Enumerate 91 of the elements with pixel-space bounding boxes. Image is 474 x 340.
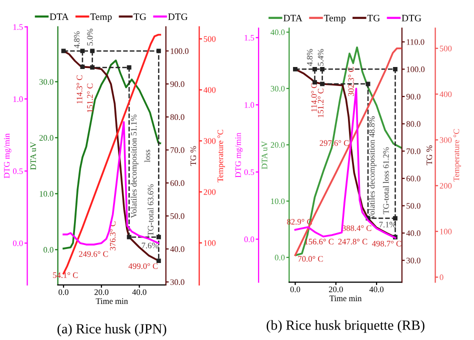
annotation: TG-total 63.6% [148,184,154,236]
y3-tick-label: 100 [440,228,452,234]
annotation: loss [144,150,150,162]
annotation: TG-total loss 61.2% [382,147,389,214]
x-axis-title: Time min [96,298,128,304]
annotation: 7.6% [142,242,158,248]
y3-tick-label: 300 [204,138,216,144]
y-tick-label: 30.0 [270,86,285,92]
annotation: 498.7° C [372,240,402,246]
legend-label: Temp [324,14,346,24]
legend-label: DTG [402,14,422,22]
annotation: 151.2° C [87,84,93,112]
y2-tick-label: 90.0 [170,81,184,87]
y-tick-label: 1.0 [13,96,23,102]
annotation: 249.6° C [78,251,108,257]
y3-tick-label: 200 [440,182,452,189]
y-tick-label: 0.5 [244,169,254,176]
y-tick-label: 30.0 [39,79,54,85]
y-tick-label: 0.0 [244,236,254,242]
legend-label: DTG [168,13,188,20]
legend-label: DTA [50,14,69,20]
y3-tick-label: 500 [204,36,216,42]
x-tick-label: 40.0 [132,289,146,295]
y2-tick-label: 70.0 [406,148,420,154]
annotation: 302.3° C [348,67,354,96]
annotation: 4.8% [306,49,313,66]
y2-tick-label: 80.0 [406,121,420,127]
x-tick-label: 20.0 [328,286,343,292]
y-tick-label: 1.5 [13,24,23,30]
annotation: 5.4% [318,49,324,66]
y2-tick-label: 90.0 [406,94,420,100]
y2-tick-label: 80.0 [170,114,184,120]
y2-tick-label: 50.0 [406,203,420,209]
y2-axis-title: TG % [190,146,196,166]
annotation: 247.8° C [338,238,368,244]
y2-tick-label: 60.0 [406,176,420,182]
legend-label: Temp [90,14,112,22]
y2-tick-label: 100.0 [406,66,425,72]
annotation: 114.3° C [76,75,82,104]
y-tick-label: 0.0 [13,240,23,246]
y-tick-label: 1.0 [244,102,254,108]
annotation: 4.8% [74,31,80,48]
text: (a) Rice husk (JPN) [58,324,166,336]
y3-tick-label: 400 [440,91,452,98]
y2-tick-label: 110.0 [406,39,424,45]
legend-label: TG [134,13,146,20]
x-axis-title: Time min [330,296,362,302]
y-tick-label: 0.0 [274,254,285,260]
y-tick-label: 10.0 [271,198,285,204]
y-axis-title: DTG mg/min [235,132,243,178]
y-tick-label: 10.0 [40,191,54,197]
y2-tick-label: 70.0 [170,147,184,153]
x-tick-label: 20.0 [94,289,108,295]
y-tick-label: 0.5 [13,168,23,174]
y-tick-label: 20.0 [39,135,54,141]
y3-axis-title: Temperature °C [454,129,461,182]
x-tick-label: 0.0 [290,286,300,292]
legend-label: DTA [283,14,302,22]
y2-tick-label: 40.0 [170,246,184,252]
y3-tick-label: 500 [440,46,452,52]
y-axis-title: DTA uV [262,141,268,170]
x-tick-label: 40.0 [369,286,384,292]
y-axis-title: DTG mg/min [4,133,12,178]
y-tick-label: 20.0 [270,142,285,148]
y3-tick-label: 300 [440,137,452,143]
y3-tick-label: 200 [204,189,216,195]
y-axis-title: DTA uV [30,142,36,170]
y2-tick-label: 30.0 [406,258,420,264]
annotation: 7.1% [379,222,396,228]
y2-tick-label: 30.0 [170,279,184,285]
annotation: 5.0% [87,28,93,46]
legend-label: TG [367,14,380,22]
y2-tick-label: 100.0 [170,48,188,54]
text: (b) Rice husk briquette (RB) [266,320,424,333]
y3-tick-label: 400 [204,87,216,93]
y-tick-label: 40.0 [270,30,285,36]
y2-axis-title: TG % [426,145,432,166]
annotation: Volatiles decomposition 51.1% [130,114,138,218]
y2-tick-label: 40.0 [406,230,420,236]
annotation: 151.2° C [318,88,324,118]
y3-axis-title: Temperature °C [218,130,225,182]
x-tick-label: 0.0 [58,289,68,295]
y2-tick-label: 60.0 [170,180,184,186]
annotation: 114.0° C [311,83,317,112]
y2-tick-label: 50.0 [170,213,184,219]
annotation: 499.0° C [128,263,158,269]
y3-tick-label: 100 [204,240,216,246]
annotation: 70.0° C [298,256,323,262]
y-tick-label: 0.0 [44,247,54,253]
y-tick-label: 1.5 [244,35,254,41]
y3-tick-label: 0 [440,274,444,280]
